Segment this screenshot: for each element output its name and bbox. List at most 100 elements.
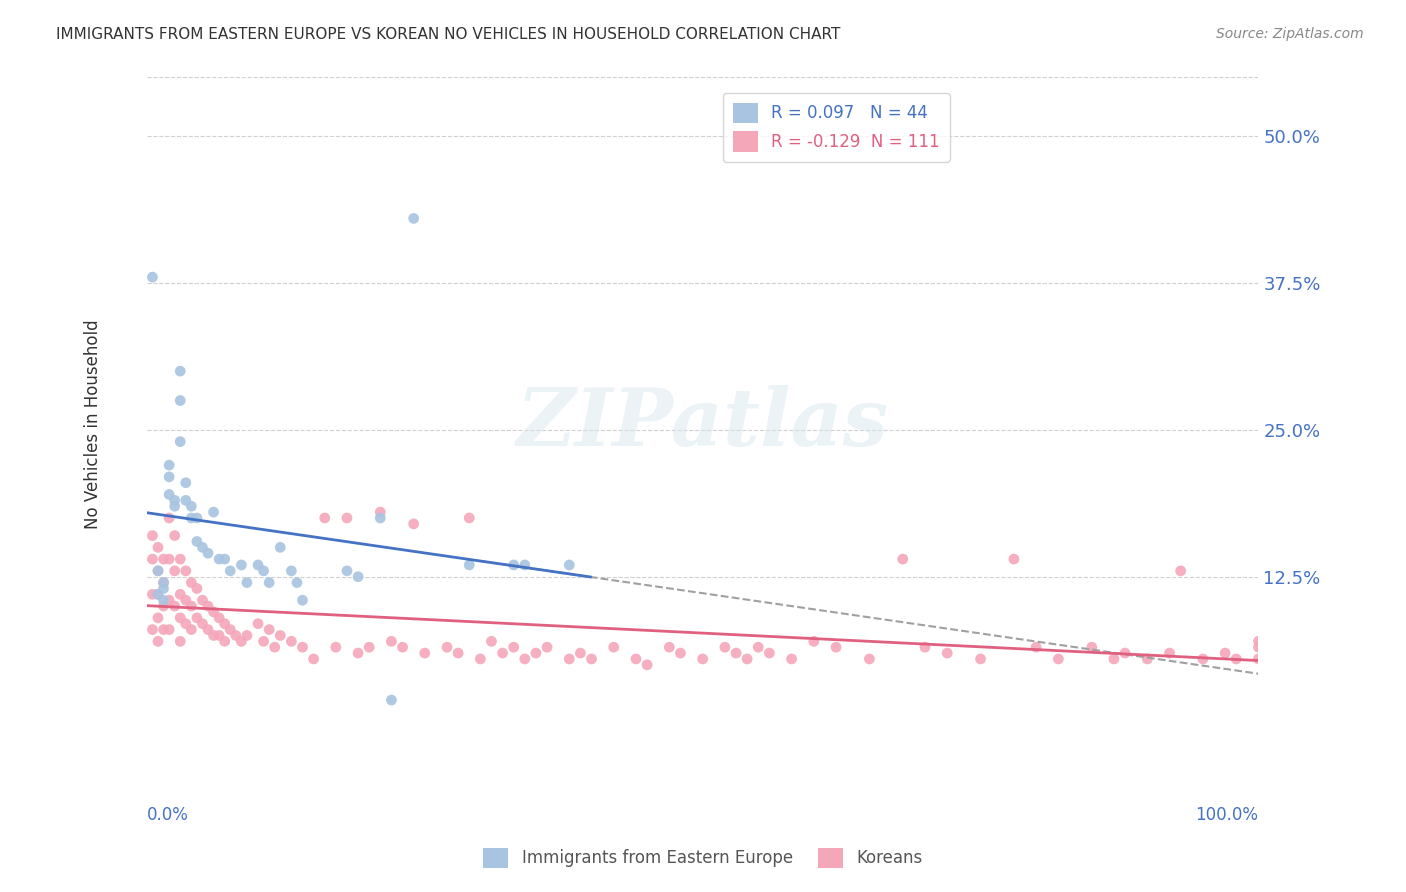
Point	[146, 587, 169, 601]
Point	[169, 587, 191, 601]
Point	[180, 575, 202, 590]
Point	[536, 640, 558, 655]
Point	[436, 640, 458, 655]
Point	[1159, 646, 1181, 660]
Point	[174, 593, 197, 607]
Point	[208, 552, 231, 566]
Point	[219, 623, 242, 637]
Point	[152, 599, 174, 613]
Point	[325, 640, 347, 655]
Point	[152, 623, 174, 637]
Point	[347, 570, 370, 584]
Point	[257, 623, 280, 637]
Point	[891, 552, 914, 566]
Point	[157, 593, 180, 607]
Point	[197, 623, 219, 637]
Point	[191, 541, 214, 555]
Point	[252, 564, 274, 578]
Text: IMMIGRANTS FROM EASTERN EUROPE VS KOREAN NO VEHICLES IN HOUSEHOLD CORRELATION CH: IMMIGRANTS FROM EASTERN EUROPE VS KOREAN…	[56, 27, 841, 42]
Point	[152, 582, 174, 596]
Point	[157, 458, 180, 472]
Point	[157, 511, 180, 525]
Point	[225, 628, 247, 642]
Point	[969, 652, 991, 666]
Point	[174, 616, 197, 631]
Point	[336, 511, 359, 525]
Point	[724, 646, 747, 660]
Point	[569, 646, 592, 660]
Point	[1247, 634, 1270, 648]
Point	[141, 552, 163, 566]
Point	[1213, 646, 1236, 660]
Point	[1192, 652, 1215, 666]
Point	[269, 628, 291, 642]
Point	[146, 541, 169, 555]
Point	[502, 640, 524, 655]
Point	[186, 511, 208, 525]
Point	[231, 634, 253, 648]
Point	[413, 646, 436, 660]
Point	[247, 558, 270, 572]
Point	[236, 628, 259, 642]
Point	[269, 541, 291, 555]
Point	[231, 558, 253, 572]
Point	[1002, 552, 1025, 566]
Point	[336, 564, 359, 578]
Point	[152, 575, 174, 590]
Point	[603, 640, 626, 655]
Point	[280, 634, 302, 648]
Point	[152, 593, 174, 607]
Point	[692, 652, 714, 666]
Point	[191, 616, 214, 631]
Point	[558, 558, 581, 572]
Point	[186, 611, 208, 625]
Point	[1225, 652, 1247, 666]
Point	[169, 434, 191, 449]
Point	[714, 640, 737, 655]
Point	[169, 552, 191, 566]
Point	[141, 270, 163, 285]
Point	[558, 652, 581, 666]
Point	[146, 587, 169, 601]
Point	[380, 634, 402, 648]
Point	[747, 640, 769, 655]
Point	[174, 493, 197, 508]
Point	[858, 652, 880, 666]
Point	[197, 546, 219, 560]
Point	[197, 599, 219, 613]
Text: 0.0%: 0.0%	[146, 805, 188, 824]
Text: No Vehicles in Household: No Vehicles in Household	[84, 319, 103, 529]
Point	[202, 505, 225, 519]
Point	[214, 634, 236, 648]
Point	[163, 564, 186, 578]
Point	[470, 652, 492, 666]
Point	[152, 575, 174, 590]
Point	[513, 652, 536, 666]
Point	[202, 605, 225, 619]
Point	[803, 634, 825, 648]
Point	[169, 634, 191, 648]
Point	[1102, 652, 1125, 666]
Point	[214, 616, 236, 631]
Text: 100.0%: 100.0%	[1195, 805, 1258, 824]
Point	[157, 623, 180, 637]
Point	[285, 575, 308, 590]
Point	[263, 640, 285, 655]
Point	[247, 616, 270, 631]
Point	[780, 652, 803, 666]
Point	[141, 587, 163, 601]
Point	[208, 611, 231, 625]
Point	[208, 628, 231, 642]
Point	[163, 599, 186, 613]
Point	[458, 558, 481, 572]
Point	[257, 575, 280, 590]
Point	[180, 623, 202, 637]
Point	[1025, 640, 1047, 655]
Point	[447, 646, 470, 660]
Point	[402, 516, 425, 531]
Point	[157, 470, 180, 484]
Text: ZIPatlas: ZIPatlas	[516, 385, 889, 463]
Point	[481, 634, 503, 648]
Point	[141, 623, 163, 637]
Point	[825, 640, 848, 655]
